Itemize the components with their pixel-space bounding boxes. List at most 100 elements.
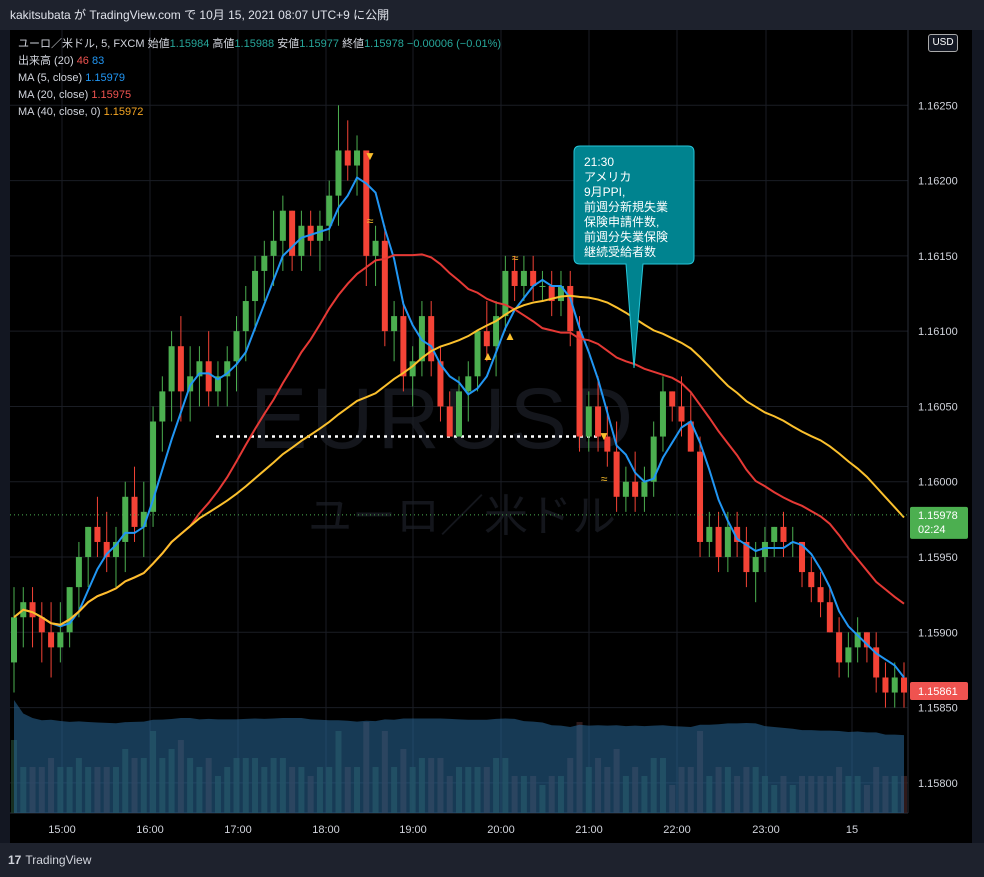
candle[interactable] [622,481,629,497]
candle[interactable] [335,150,342,196]
candle[interactable] [697,451,704,542]
ma40-line[interactable] [13,294,905,626]
candle[interactable] [214,376,221,392]
tradingview-logo-icon[interactable]: 17 [8,853,22,867]
candle[interactable] [901,677,907,693]
candle[interactable] [437,361,444,407]
candle[interactable] [891,677,898,693]
candle[interactable] [817,587,824,603]
candle[interactable] [465,376,472,392]
candle[interactable] [233,331,240,362]
candle[interactable] [428,316,435,362]
candle[interactable] [289,210,296,256]
tradingview-logo-text[interactable]: TradingView [25,853,92,867]
candle[interactable] [372,240,379,256]
candle[interactable] [298,225,305,256]
candle[interactable] [112,541,119,558]
candle[interactable] [326,195,333,226]
candle[interactable] [400,316,407,377]
candle[interactable] [159,391,166,422]
candle[interactable] [752,557,759,573]
event-callout[interactable] [573,145,695,369]
candle[interactable] [363,150,370,256]
candle[interactable] [391,316,398,332]
candle[interactable] [11,617,17,663]
candle[interactable] [836,632,843,663]
candle[interactable] [706,526,713,542]
candle[interactable] [381,240,388,332]
candle[interactable] [409,361,416,377]
candle[interactable] [85,526,92,558]
candle[interactable] [57,632,64,648]
candle[interactable] [242,301,249,332]
candle[interactable] [483,331,490,347]
legend-ma20[interactable]: MA (20, close) 1.15975 [18,87,501,104]
candle[interactable] [724,526,731,558]
candle[interactable] [632,481,639,497]
candle[interactable] [780,526,787,542]
candle[interactable] [659,391,666,437]
candle[interactable] [669,391,676,407]
candle[interactable] [493,316,500,347]
candle[interactable] [75,557,82,588]
candle[interactable] [882,677,889,693]
candle[interactable] [808,572,815,588]
candle[interactable] [140,511,147,527]
candle[interactable] [576,331,583,437]
candle[interactable] [270,240,277,256]
candle[interactable] [122,496,129,542]
candle[interactable] [94,526,101,542]
candle[interactable] [771,526,778,542]
candle[interactable] [224,361,231,377]
candle[interactable] [279,210,286,241]
candle[interactable] [715,526,722,558]
candle[interactable] [585,406,592,437]
candle[interactable] [66,587,73,633]
candle[interactable] [48,632,55,648]
candle[interactable] [520,270,527,286]
candle[interactable] [205,361,212,392]
candle[interactable] [604,436,611,452]
candle[interactable] [474,331,481,377]
legend-volume[interactable]: 出来高 (20) 46 83 [18,53,501,70]
candle[interactable] [316,225,323,241]
candle[interactable] [854,632,861,648]
candle[interactable] [743,541,750,573]
candle[interactable] [456,391,462,437]
candle[interactable] [650,436,657,482]
candle[interactable] [307,225,314,241]
legend-ma5[interactable]: MA (5, close) 1.15979 [18,70,501,87]
candle[interactable] [595,406,602,437]
candle[interactable] [502,270,509,317]
candle[interactable] [196,361,203,377]
candle[interactable] [845,647,852,663]
candle[interactable] [863,632,870,648]
candle[interactable] [168,346,175,392]
candle[interactable] [344,150,351,166]
currency-button[interactable]: USD [928,34,958,52]
candle[interactable] [354,150,361,166]
symbol-title[interactable]: ユーロ／米ドル, 5, FXCM [18,38,145,50]
candle[interactable] [530,270,537,286]
candle[interactable] [252,270,259,302]
candle[interactable] [826,602,833,633]
candle[interactable] [557,285,564,302]
candle[interactable] [38,617,45,633]
candle[interactable] [873,647,880,678]
candle[interactable] [734,526,741,542]
candle[interactable] [761,541,768,558]
candle[interactable] [103,541,110,558]
ma5-line[interactable] [13,176,905,679]
candle[interactable] [567,285,574,332]
candle[interactable] [641,481,648,497]
candle[interactable] [131,496,138,527]
candle[interactable] [687,421,694,452]
candle[interactable] [177,346,184,392]
candle[interactable] [261,255,268,271]
candle[interactable] [446,406,453,437]
candle[interactable] [678,406,685,422]
candle[interactable] [539,285,546,287]
candle[interactable] [799,541,806,573]
candle[interactable] [613,451,620,497]
